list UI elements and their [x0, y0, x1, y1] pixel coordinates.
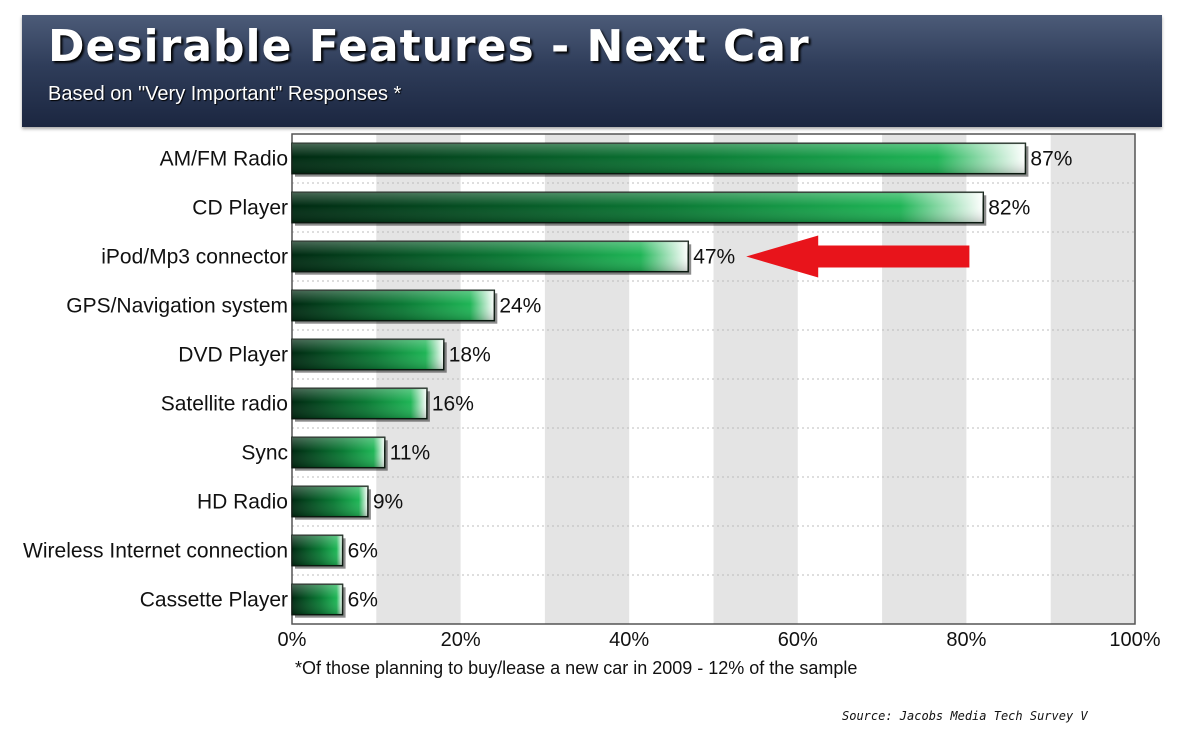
category-label: GPS/Navigation system — [66, 295, 288, 318]
category-label: CD Player — [192, 197, 288, 220]
data-label: 82% — [988, 197, 1030, 220]
x-tick-label: 60% — [778, 629, 818, 651]
data-label: 6% — [348, 589, 378, 612]
category-label: HD Radio — [197, 491, 288, 514]
data-label: 24% — [499, 295, 541, 318]
value-labels: 87% 82% 47% 24% 18% 16% 11% 9% 6% 6% — [348, 148, 1073, 612]
x-tick-label: 20% — [441, 629, 481, 651]
bar-sheen — [292, 388, 427, 419]
category-label: AM/FM Radio — [160, 148, 288, 171]
plot-border — [291, 133, 1136, 625]
footnote: *Of those planning to buy/lease a new ca… — [295, 658, 858, 678]
data-label: 47% — [693, 246, 735, 269]
category-label: Satellite radio — [161, 393, 288, 416]
data-label: 9% — [373, 491, 403, 514]
x-axis-ticks: 0% 20% 40% 60% 80% 100% — [278, 629, 1161, 651]
x-tick-label: 40% — [609, 629, 649, 651]
x-tick-label: 100% — [1109, 629, 1160, 651]
data-label: 87% — [1030, 148, 1072, 171]
bar-sheen — [292, 290, 495, 321]
bar-sheen — [292, 192, 984, 223]
chart-subtitle: Based on "Very Important" Responses * — [48, 83, 402, 105]
category-label: Cassette Player — [140, 589, 288, 612]
chart-header: Desirable Features - Next Car Based on "… — [22, 15, 1162, 127]
bar-sheen — [292, 339, 444, 370]
category-label: Sync — [241, 442, 288, 465]
category-label: iPod/Mp3 connector — [101, 246, 288, 269]
bar-sheen — [292, 241, 689, 272]
bar-sheen — [292, 535, 343, 566]
x-tick-label: 0% — [278, 629, 307, 651]
data-label: 6% — [348, 540, 378, 563]
source-credit: Source: Jacobs Media Tech Survey V — [842, 709, 1088, 723]
highlight-arrow — [746, 235, 970, 278]
category-label: Wireless Internet connection — [23, 540, 288, 563]
bar-sheen — [292, 584, 343, 615]
chart-title: Desirable Features - Next Car — [48, 21, 810, 72]
bar-sheen — [292, 143, 1026, 174]
category-labels: AM/FM Radio CD Player iPod/Mp3 connector GP… — [23, 148, 288, 612]
annotations — [746, 235, 970, 278]
data-label: 18% — [449, 344, 491, 367]
bars-group — [291, 142, 1029, 618]
bar-sheen — [292, 486, 368, 517]
data-label: 11% — [390, 442, 430, 465]
category-label: DVD Player — [178, 344, 288, 367]
x-tick-label: 80% — [946, 629, 986, 651]
bar-sheen — [292, 437, 385, 468]
data-label: 16% — [432, 393, 474, 416]
